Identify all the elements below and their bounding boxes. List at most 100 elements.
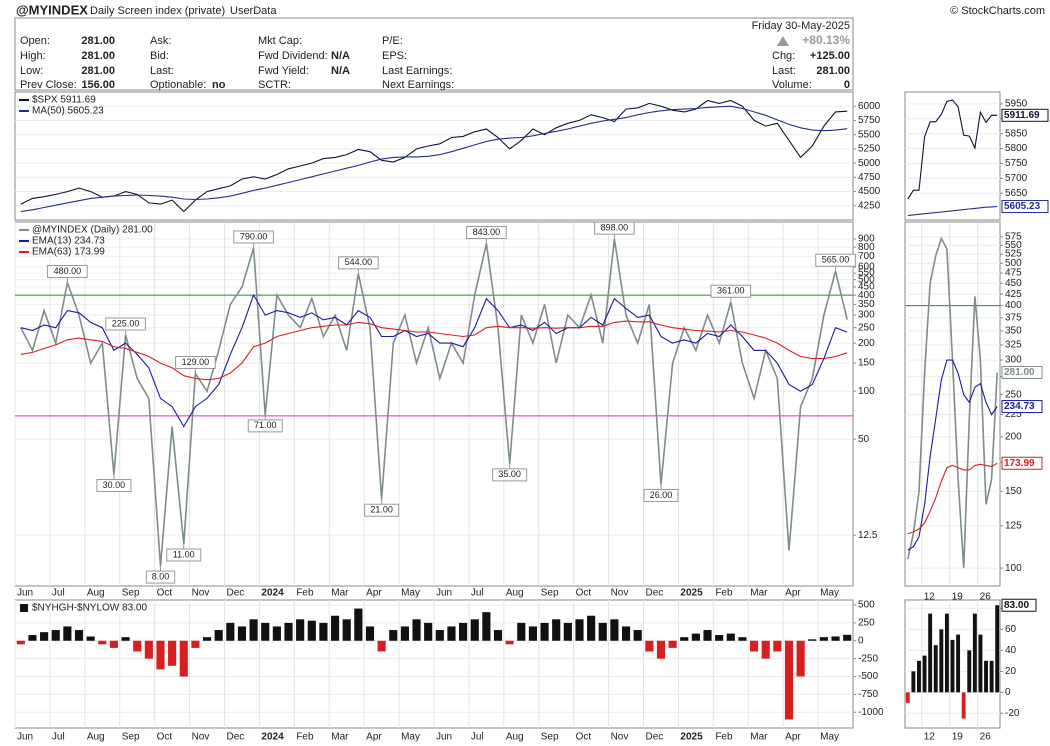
bar: [978, 634, 983, 693]
y-tick-label: 125: [1005, 521, 1022, 532]
y-tick-label: 250: [1005, 389, 1022, 400]
field-label: Bid:: [150, 50, 169, 62]
bar: [928, 613, 933, 693]
summary-value: 281.00: [816, 65, 850, 77]
field-label: Last:: [150, 65, 174, 77]
bar: [237, 626, 247, 641]
field-label: Optionable:: [150, 79, 206, 91]
y-tick-label: 450: [1005, 278, 1022, 289]
x-tick-label: Dec: [646, 588, 664, 599]
bar: [493, 630, 503, 641]
last-tag: [1001, 598, 1037, 612]
bar: [668, 640, 677, 648]
field-label: Fwd Yield:: [258, 65, 309, 77]
x-tick-label: May: [820, 588, 839, 599]
field-value: 281.00: [81, 50, 115, 62]
field-label: EPS:: [382, 50, 407, 62]
bar: [933, 645, 938, 693]
field-label: Fwd Dividend:: [258, 50, 328, 62]
value-label: 8.00: [152, 571, 170, 581]
series-line: [907, 359, 998, 551]
series-line: [20, 320, 848, 381]
bar: [214, 630, 223, 641]
field-value: no: [212, 79, 226, 91]
field-label: Open:: [20, 35, 50, 47]
y-tick-label: 5700: [1005, 173, 1028, 184]
bar: [51, 630, 60, 641]
bar: [261, 622, 270, 641]
bar: [773, 640, 782, 652]
bar: [552, 619, 561, 641]
label-box: [166, 548, 202, 562]
bar: [272, 626, 281, 641]
bar: [831, 636, 840, 641]
y-tick-label: -750: [858, 689, 878, 700]
x-tick-label: Mar: [331, 732, 349, 743]
bar: [610, 619, 619, 641]
x-tick-label: Dec: [646, 732, 664, 743]
x-tick-label: Oct: [157, 732, 173, 743]
field-value: 281.00: [81, 35, 115, 47]
bar: [470, 619, 479, 641]
bar: [400, 626, 409, 641]
bar: [703, 630, 712, 641]
bar: [587, 615, 596, 641]
value-label: 35.00: [498, 469, 521, 479]
bar: [249, 619, 258, 641]
x-tick-label: May: [820, 732, 839, 743]
bar: [284, 622, 293, 641]
x-tick-label: Aug: [87, 588, 105, 599]
bar: [796, 640, 805, 677]
bar: [377, 640, 386, 652]
y-tick-label: 800: [858, 242, 875, 253]
x-tick-label: Apr: [366, 732, 382, 743]
legend-label: EMA(13) 234.73: [32, 236, 105, 247]
y-tick-label: 425: [1005, 289, 1022, 300]
label-box: [815, 253, 856, 267]
label-box: [233, 230, 274, 244]
last-tag-label: 234.73: [1004, 401, 1035, 412]
bar: [645, 640, 654, 652]
x-tick-label: May: [401, 588, 420, 599]
label-box: [643, 488, 679, 502]
bar: [995, 605, 1000, 693]
date: Friday 30-May-2025: [752, 20, 850, 32]
x-tick-label: Aug: [506, 732, 524, 743]
label-box: [492, 468, 528, 482]
x-tick-label: Nov: [611, 732, 629, 743]
y-tick-label: 5750: [858, 115, 881, 126]
field-value: N/A: [331, 50, 350, 62]
y-tick-label: 400: [858, 290, 875, 301]
x-tick-label: Jun: [17, 588, 33, 599]
value-label: 843.00: [473, 227, 501, 237]
last-tag: [1001, 400, 1043, 414]
field-label: Ask:: [150, 35, 171, 47]
x-tick-label: Oct: [576, 732, 592, 743]
y-tick-label: 100: [858, 386, 875, 397]
bar: [967, 650, 972, 693]
info-box: [14, 17, 854, 91]
bar: [911, 671, 916, 693]
bar: [540, 622, 549, 641]
legend-label: $NYHGH-$NYLOW 83.00: [32, 603, 147, 614]
summary-value: 0: [844, 79, 850, 91]
last-tag: [1001, 456, 1043, 470]
x-tick-label: Jul: [52, 588, 65, 599]
bar: [16, 640, 25, 645]
panel-frame: [904, 91, 1001, 221]
y-tick-label: 6000: [858, 101, 881, 112]
bar: [749, 640, 759, 652]
bar: [972, 613, 977, 693]
y-tick-label: 4250: [858, 200, 881, 211]
summary-label: Volume:: [772, 79, 812, 91]
bar: [528, 626, 538, 641]
y-tick-label: 500: [858, 274, 875, 285]
x-tick-label: Apr: [785, 588, 801, 599]
value-label: 361.00: [717, 286, 745, 296]
bar: [922, 655, 927, 693]
bar: [505, 640, 514, 645]
x-tick-label: 2024: [261, 732, 284, 743]
summary-label: Last:: [772, 65, 796, 77]
y-tick-label: 600: [858, 262, 875, 273]
x-tick-label: Oct: [576, 588, 592, 599]
